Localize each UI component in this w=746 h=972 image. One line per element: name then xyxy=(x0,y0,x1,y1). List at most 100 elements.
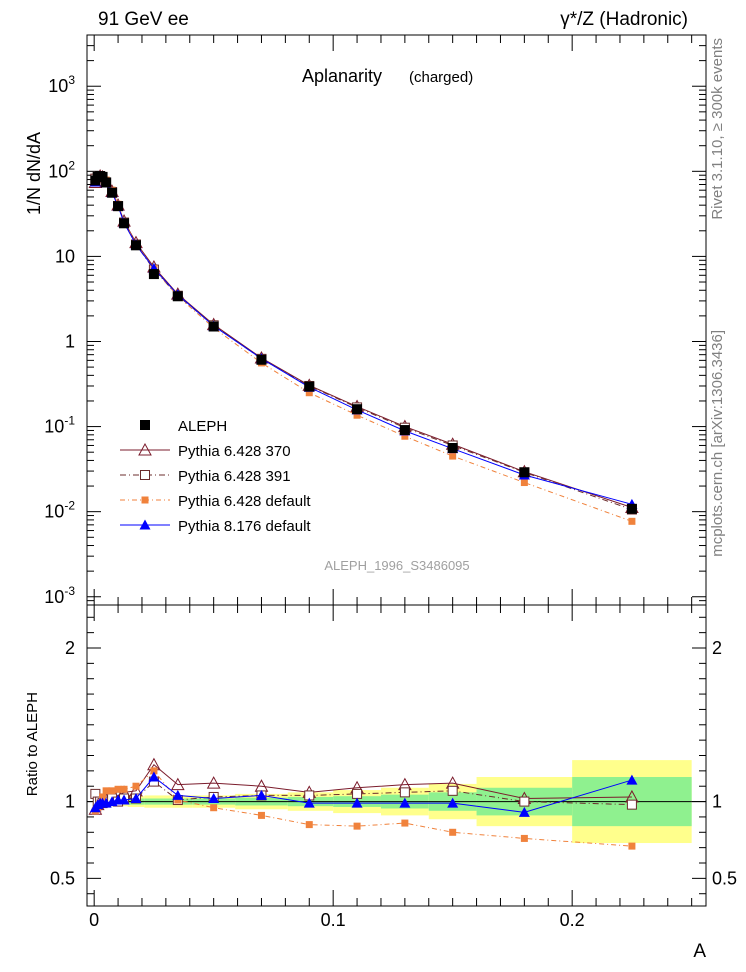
plot-title: Aplanarity xyxy=(302,66,382,86)
ratio-point-pythia-6-428-default xyxy=(99,793,107,801)
ratio-point-pythia-6-428-default xyxy=(114,785,122,793)
main-point-aleph xyxy=(113,201,124,212)
ratio-point-pythia-8-176-default xyxy=(626,774,638,785)
main-series-pythia-6-428-370 xyxy=(88,168,639,513)
main-series-layer xyxy=(88,168,639,525)
ratio-point-pythia-8-176-default xyxy=(148,771,160,782)
legend-entry-pythia-6-428-default: Pythia 6.428 default xyxy=(120,493,311,510)
main-y-tick-label: 10-3 xyxy=(44,584,75,607)
main-point-pythia-6-428-default xyxy=(449,452,457,460)
ratio-point-pythia-6-428-default xyxy=(353,822,361,830)
ratio-y-tick-label-left: 0.5 xyxy=(50,868,75,888)
legend-entry-pythia-8-176-default: Pythia 8.176 default xyxy=(120,518,311,535)
main-point-aleph xyxy=(97,171,108,182)
ratio-point-pythia-8-176-default xyxy=(518,806,530,817)
ratio-y-tick-label-right: 1 xyxy=(712,792,722,812)
main-point-aleph xyxy=(626,503,637,514)
legend-label: Pythia 6.428 391 xyxy=(178,468,291,485)
ratio-point-pythia-6-428-391 xyxy=(519,796,530,807)
main-y-tick-label: 10 xyxy=(55,246,75,266)
legend: ALEPH Pythia 6.428 370 Pythia 6.428 391 Pyt… xyxy=(120,418,311,535)
x-tick-label: 0.2 xyxy=(560,910,585,930)
main-series-pythia-6-428-default xyxy=(91,172,636,525)
main-point-pythia-6-428-default xyxy=(401,432,409,440)
ratio-point-pythia-6-428-default xyxy=(102,787,110,795)
ratio-point-pythia-6-428-default xyxy=(108,787,116,795)
main-y-tick-label: 1 xyxy=(65,331,75,351)
ratio-y-tick-label-left: 2 xyxy=(65,638,75,658)
main-y-axis-label: 1/N dN/dA xyxy=(24,132,44,215)
mcplots-label: mcplots.cern.ch [arXiv:1306.3436] xyxy=(709,330,726,557)
legend-entry-pythia-6-428-370: Pythia 6.428 370 xyxy=(120,442,291,460)
main-series-pythia-6-428-391 xyxy=(90,171,637,515)
x-tick-label: 0 xyxy=(89,910,99,930)
ratio-point-pythia-6-428-default xyxy=(174,796,182,804)
main-axis-ticks: 10-3 10-2 10-1 1 10 102 103 xyxy=(44,34,706,607)
legend-entry-aleph: ALEPH xyxy=(140,418,227,435)
main-point-aleph xyxy=(399,425,410,436)
plot-subtitle: (charged) xyxy=(409,69,473,86)
header-left: 91 GeV ee xyxy=(98,9,189,30)
ratio-y-axis-label: Ratio to ALEPH xyxy=(24,692,41,796)
legend-marker xyxy=(141,496,149,504)
ratio-point-pythia-8-176-default xyxy=(447,797,459,808)
main-point-aleph xyxy=(304,381,315,392)
ratio-point-pythia-8-176-default xyxy=(351,797,363,808)
main-point-aleph xyxy=(447,443,458,454)
analysis-id: ALEPH_1996_S3486095 xyxy=(324,558,469,573)
ratio-point-pythia-6-428-default xyxy=(401,819,409,827)
main-point-pythia-6-428-default xyxy=(353,411,361,419)
main-series-pythia-8-176-default xyxy=(89,170,638,509)
ratio-y-tick-label-right: 2 xyxy=(712,638,722,658)
main-point-pythia-6-428-default xyxy=(520,479,528,487)
ratio-point-pythia-6-428-default xyxy=(520,834,528,842)
legend-marker xyxy=(140,420,150,430)
ratio-point-pythia-6-428-default xyxy=(449,828,457,836)
x-tick-label: 0.1 xyxy=(321,910,346,930)
ratio-point-pythia-6-428-default xyxy=(257,811,265,819)
ratio-y-tick-label-right: 0.5 xyxy=(712,868,737,888)
main-line-pythia-6-428-391 xyxy=(95,175,633,510)
ratio-point-pythia-8-176-default xyxy=(172,789,184,800)
legend-marker xyxy=(140,470,150,480)
ratio-point-pythia-6-428-391 xyxy=(626,799,637,810)
main-line-pythia-6-428-370 xyxy=(94,175,633,508)
ratio-point-pythia-6-428-370 xyxy=(170,777,185,791)
main-y-tick-label: 10-1 xyxy=(44,414,75,437)
main-point-aleph xyxy=(519,467,530,478)
ratio-point-pythia-6-428-default xyxy=(305,821,313,829)
ratio-point-pythia-8-176-default xyxy=(208,793,220,803)
main-point-aleph xyxy=(130,240,141,251)
legend-label: Pythia 6.428 default xyxy=(178,493,311,510)
ratio-point-pythia-8-176-default xyxy=(303,797,315,808)
ratio-point-pythia-8-176-default xyxy=(118,794,130,805)
legend-label: ALEPH xyxy=(178,418,227,435)
ratio-y-tick-label-left: 1 xyxy=(65,792,75,812)
ratio-series-layer xyxy=(88,757,639,850)
ratio-point-pythia-6-428-370 xyxy=(206,776,221,789)
main-point-aleph xyxy=(148,269,159,280)
header-right: γ*/Z (Hadronic) xyxy=(560,9,688,30)
ratio-point-pythia-6-428-default xyxy=(120,785,128,793)
main-line-pythia-6-428-default xyxy=(94,175,633,522)
x-axis-label: A xyxy=(693,941,706,962)
legend-marker xyxy=(138,442,152,456)
main-point-aleph xyxy=(352,404,363,415)
main-point-aleph xyxy=(208,321,219,332)
rivet-label: Rivet 3.1.10, ≥ 300k events xyxy=(709,38,726,220)
main-y-tick-label: 10-2 xyxy=(44,499,75,522)
main-y-tick-label: 103 xyxy=(48,73,75,96)
ratio-point-pythia-6-428-391 xyxy=(399,787,410,798)
ratio-series-pythia-8-176-default xyxy=(89,771,638,817)
legend-label: Pythia 6.428 370 xyxy=(178,443,291,460)
main-point-aleph xyxy=(119,218,130,229)
main-series-aleph xyxy=(90,171,637,514)
ratio-point-pythia-8-176-default xyxy=(255,789,267,800)
legend-marker xyxy=(139,519,151,530)
ratio-frame xyxy=(86,604,707,907)
legend-entry-pythia-6-428-391: Pythia 6.428 391 xyxy=(120,468,291,485)
ratio-point-pythia-6-428-default xyxy=(150,767,158,775)
main-line-pythia-8-176-default xyxy=(94,175,633,505)
legend-label: Pythia 8.176 default xyxy=(178,518,311,535)
ratio-point-pythia-6-428-391 xyxy=(447,785,458,796)
